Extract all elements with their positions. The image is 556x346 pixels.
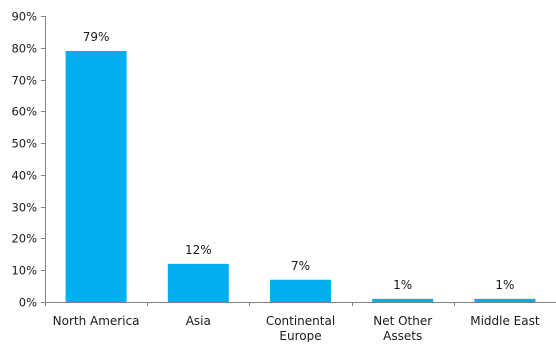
- y-tick-label: 40%: [11, 169, 37, 183]
- y-tick-label: 60%: [11, 105, 37, 119]
- bar-continental-europe: [270, 279, 331, 302]
- data-label: 79%: [83, 30, 110, 44]
- x-category-label: Assets: [383, 329, 422, 342]
- y-tick-label: 80%: [11, 42, 37, 56]
- y-tick-label: 20%: [11, 232, 37, 246]
- x-category-label: Middle East: [470, 314, 540, 328]
- y-tick-label: 50%: [11, 137, 37, 151]
- bars: [65, 50, 536, 303]
- x-category-label: Continental: [266, 314, 335, 328]
- bar-net-other-assets: [372, 298, 434, 302]
- y-tick-label: 70%: [11, 74, 37, 88]
- y-tick-label: 30%: [11, 201, 37, 215]
- y-tick-label: 10%: [11, 264, 37, 278]
- bar-middle-east: [474, 298, 536, 302]
- data-label: 7%: [291, 259, 310, 273]
- data-label: 1%: [495, 278, 514, 292]
- bar-asia: [167, 263, 229, 302]
- data-label: 1%: [393, 278, 412, 292]
- y-tick-label: 0%: [19, 296, 37, 310]
- bar-north-america: [65, 50, 127, 303]
- x-category-label: North America: [53, 314, 140, 328]
- y-tick-label: 90%: [11, 10, 37, 24]
- x-category-label: Asia: [186, 314, 211, 328]
- data-label: 12%: [185, 243, 212, 257]
- data-labels: 79% 12% 7% 1% 1%: [83, 30, 515, 292]
- x-category-label: Europe: [279, 329, 321, 342]
- x-category-label: Net Other: [373, 314, 432, 328]
- y-axis: 0% 10% 20% 30% 40% 50% 60% 70% 80% 90%: [11, 10, 46, 310]
